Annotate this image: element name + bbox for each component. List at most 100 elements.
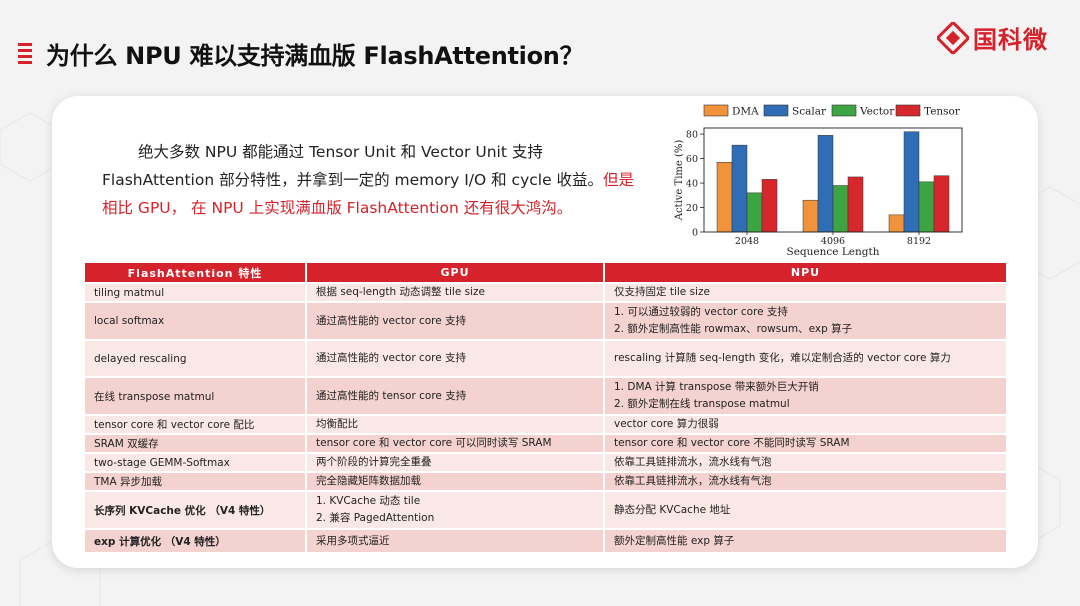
y-axis-label: Active Time (%) bbox=[674, 140, 685, 222]
cell-gpu: 通过高性能的 vector core 支持 bbox=[307, 341, 605, 376]
cell-npu: 依靠工具链排流水，流水线有气泡 bbox=[605, 454, 1006, 471]
table-row: exp 计算优化 （V4 特性） 采用多项式逼近 额外定制高性能 exp 算子 bbox=[85, 530, 1006, 552]
table-row: 长序列 KVCache 优化 （V4 特性） 1. KVCache 动态 tile… bbox=[85, 492, 1006, 528]
bar-tensor bbox=[847, 176, 864, 233]
legend-label: Scalar bbox=[792, 106, 827, 118]
legend-swatch bbox=[895, 104, 921, 117]
cell-gpu-line: 两个阶段的计算完全重叠 bbox=[316, 456, 432, 468]
x-axis-label: Sequence Length bbox=[787, 246, 880, 258]
cell-feature: SRAM 双缓存 bbox=[85, 435, 307, 452]
cell-npu: tensor core 和 vector core 不能同时读写 SRAM bbox=[605, 435, 1006, 452]
y-tick-label: 20 bbox=[686, 203, 698, 214]
cell-gpu-line: 通过高性能的 tensor core 支持 bbox=[316, 389, 467, 402]
table-row: two-stage GEMM-Softmax 两个阶段的计算完全重叠 依靠工具链排流… bbox=[85, 454, 1006, 471]
legend-label: Tensor bbox=[924, 106, 961, 118]
legend-swatch bbox=[703, 104, 729, 117]
bar-vector bbox=[746, 192, 763, 233]
bar-vector bbox=[832, 185, 849, 233]
bar-dma bbox=[888, 214, 905, 233]
plot-frame bbox=[703, 127, 963, 233]
legend-label: Vector bbox=[859, 106, 895, 118]
title-bar: 为什么 NPU 难以支持满血版 FlashAttention？ bbox=[18, 36, 584, 71]
cell-npu: 额外定制高性能 exp 算子 bbox=[605, 530, 1006, 552]
cell-npu-line: vector core 算力很弱 bbox=[614, 418, 719, 430]
cell-gpu-line: 完全隐藏矩阵数据加载 bbox=[316, 475, 421, 487]
active-time-bar-chart: DMA Scalar Vector Tensor 0 20 40 60 80 2048 4096 81… bbox=[674, 104, 963, 258]
cell-gpu-line: 根据 seq-length 动态调整 tile size bbox=[316, 286, 485, 298]
cell-feature: tiling matmul bbox=[85, 284, 307, 301]
cell-gpu-line: 采用多项式逼近 bbox=[316, 534, 390, 547]
table-row: tensor core 和 vector core 配比 均衡配比 vector c… bbox=[85, 416, 1006, 433]
bar-dma bbox=[716, 162, 733, 233]
header-gpu: GPU bbox=[307, 263, 605, 282]
table-row: delayed rescaling 通过高性能的 vector core 支持 re… bbox=[85, 341, 1006, 376]
table-row: SRAM 双缓存 tensor core 和 vector core 可以同时读写… bbox=[85, 435, 1006, 452]
bar-tensor bbox=[933, 175, 950, 233]
y-tick-label: 80 bbox=[686, 130, 698, 141]
cell-npu: 依靠工具链排流水，流水线有气泡 bbox=[605, 473, 1006, 490]
cell-npu-line: 2. 额外定制高性能 rowmax、rowsum、exp 算子 bbox=[614, 323, 853, 335]
cell-feature: tensor core 和 vector core 配比 bbox=[85, 416, 307, 433]
header-npu: NPU bbox=[605, 263, 1006, 282]
cell-gpu: 完全隐藏矩阵数据加载 bbox=[307, 473, 605, 490]
bar-tensor bbox=[761, 179, 778, 233]
header-feature: FlashAttention 特性 bbox=[85, 263, 307, 282]
cell-npu: 1. 可以通过较弱的 vector core 支持 2. 额外定制高性能 rowm… bbox=[605, 303, 1006, 339]
cell-gpu: 通过高性能的 vector core 支持 bbox=[307, 303, 605, 339]
y-tick-label: 60 bbox=[686, 154, 698, 165]
cell-npu: 仅支持固定 tile size bbox=[605, 284, 1006, 301]
title-bullet-icon bbox=[18, 42, 32, 66]
cell-gpu-line: 通过高性能的 vector core 支持 bbox=[316, 314, 467, 327]
cell-feature: 在线 transpose matmul bbox=[85, 378, 307, 414]
x-tick-label: 4096 bbox=[821, 236, 845, 247]
cell-npu-line: 依靠工具链排流水，流水线有气泡 bbox=[614, 475, 772, 487]
cell-feature: exp 计算优化 （V4 特性） bbox=[85, 530, 307, 552]
cell-gpu: 均衡配比 bbox=[307, 416, 605, 433]
legend-label: DMA bbox=[732, 106, 759, 118]
x-tick-label: 2048 bbox=[735, 236, 759, 247]
cell-npu-line: 2. 额外定制在线 transpose matmul bbox=[614, 398, 790, 410]
cell-npu-line: 额外定制高性能 exp 算子 bbox=[614, 534, 735, 547]
table-row: TMA 异步加载 完全隐藏矩阵数据加载 依靠工具链排流水，流水线有气泡 bbox=[85, 473, 1006, 490]
cell-npu-line: tensor core 和 vector core 不能同时读写 SRAM bbox=[614, 437, 850, 449]
cell-gpu-line: tensor core 和 vector core 可以同时读写 SRAM bbox=[316, 437, 552, 449]
bar-scalar bbox=[731, 144, 748, 233]
cell-npu: rescaling 计算随 seq-length 变化，难以定制合适的 vect… bbox=[605, 341, 1006, 376]
table-row: tiling matmul 根据 seq-length 动态调整 tile siz… bbox=[85, 284, 1006, 301]
cell-gpu-line: 2. 兼容 PagedAttention bbox=[316, 512, 435, 524]
cell-gpu: 通过高性能的 tensor core 支持 bbox=[307, 378, 605, 414]
logo-text: 国科微 bbox=[973, 26, 1048, 54]
cell-gpu-line: 均衡配比 bbox=[316, 418, 358, 430]
logo-diamond-icon bbox=[937, 21, 969, 54]
legend-swatch bbox=[763, 104, 789, 117]
cell-npu-line: 1. DMA 计算 transpose 带来额外巨大开销 bbox=[614, 381, 819, 393]
cell-feature: TMA 异步加载 bbox=[85, 473, 307, 490]
slide-title: 为什么 NPU 难以支持满血版 FlashAttention？ bbox=[46, 42, 584, 70]
cell-npu-line: 静态分配 KVCache 地址 bbox=[614, 503, 731, 516]
cell-npu: vector core 算力很弱 bbox=[605, 416, 1006, 433]
company-logo: 国科微 bbox=[937, 20, 1048, 55]
table-row: 在线 transpose matmul 通过高性能的 tensor core 支持… bbox=[85, 378, 1006, 414]
y-tick-label: 40 bbox=[686, 179, 698, 190]
bar-scalar bbox=[817, 135, 834, 233]
table-row: local softmax 通过高性能的 vector core 支持 1. 可以通… bbox=[85, 303, 1006, 339]
cell-gpu: 两个阶段的计算完全重叠 bbox=[307, 454, 605, 471]
x-tick-label: 8192 bbox=[907, 236, 931, 247]
intro-paragraph: 绝大多数 NPU 都能通过 Tensor Unit 和 Vector Unit … bbox=[102, 138, 647, 222]
cell-npu-line: 1. 可以通过较弱的 vector core 支持 bbox=[614, 306, 788, 318]
cell-npu-line: 仅支持固定 tile size bbox=[614, 286, 710, 298]
legend-swatch bbox=[831, 104, 857, 117]
intro-text: 绝大多数 NPU 都能通过 Tensor Unit 和 Vector Unit … bbox=[102, 143, 604, 189]
intro-highlight-text: 但是相比 GPU， 在 NPU 上实现满血版 FlashAttention 还有… bbox=[102, 171, 635, 217]
cell-gpu: 根据 seq-length 动态调整 tile size bbox=[307, 284, 605, 301]
bar-vector bbox=[918, 181, 935, 233]
comparison-table: FlashAttention 特性 GPU NPU tiling matmul 根… bbox=[85, 261, 1006, 554]
cell-npu-line: rescaling 计算随 seq-length 变化，难以定制合适的 vect… bbox=[614, 352, 951, 364]
cell-npu: 静态分配 KVCache 地址 bbox=[605, 492, 1006, 528]
cell-npu: 1. DMA 计算 transpose 带来额外巨大开销 2. 额外定制在线 tr… bbox=[605, 378, 1006, 414]
cell-feature: 长序列 KVCache 优化 （V4 特性） bbox=[85, 492, 307, 528]
cell-feature: local softmax bbox=[85, 303, 307, 339]
bar-dma bbox=[802, 199, 819, 233]
cell-gpu: 1. KVCache 动态 tile 2. 兼容 PagedAttention bbox=[307, 492, 605, 528]
y-tick-label: 0 bbox=[692, 228, 698, 239]
